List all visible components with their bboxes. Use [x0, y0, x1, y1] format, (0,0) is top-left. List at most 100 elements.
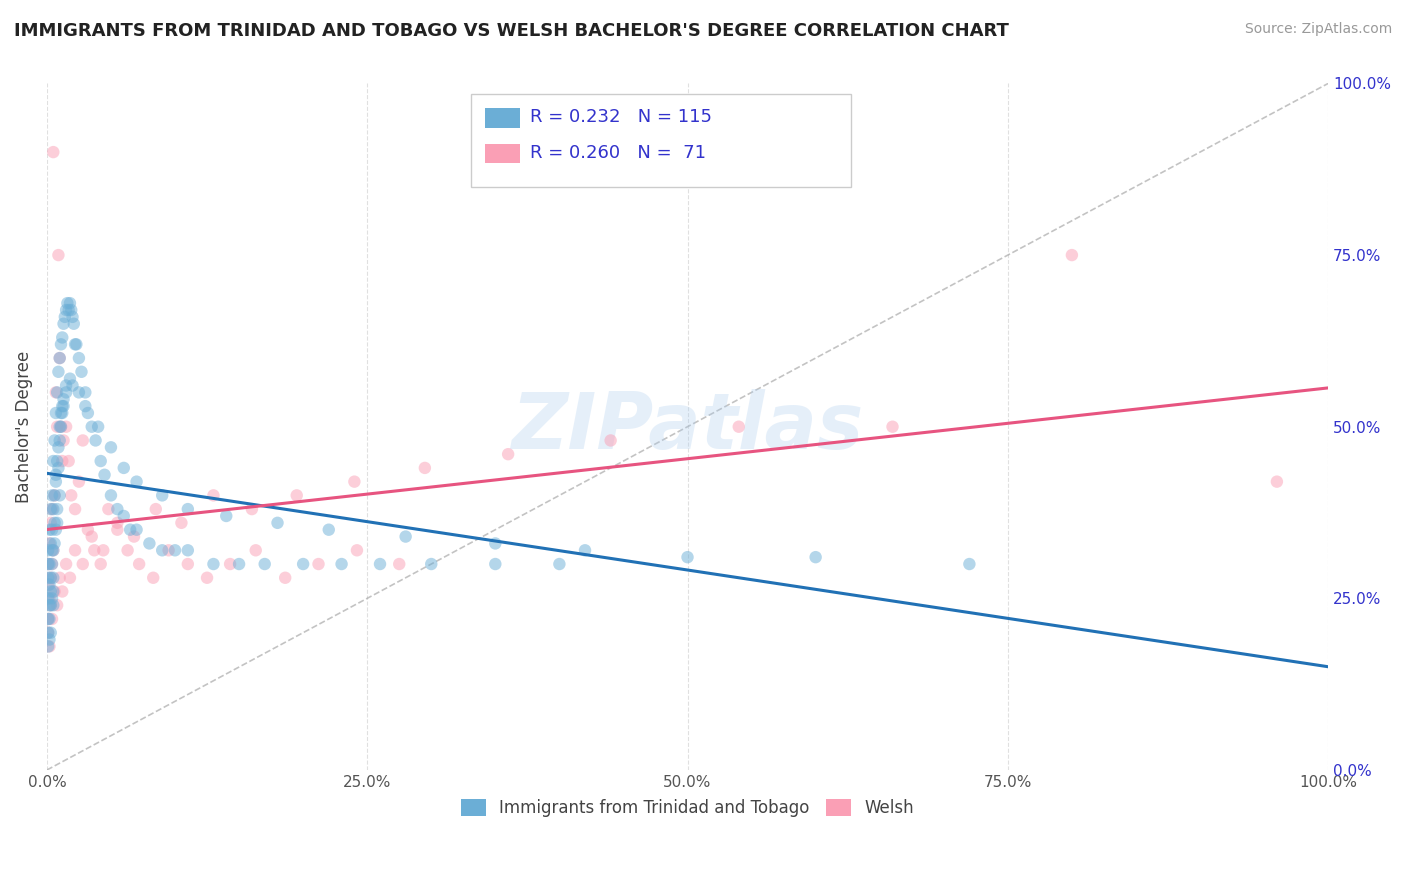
Point: [37, 612, 59, 626]
Point: [38, 577, 60, 591]
Point: [39, 625, 62, 640]
Point: [145, 502, 167, 516]
Point: [39, 584, 62, 599]
Point: [44, 488, 66, 502]
Point: [60, 488, 83, 502]
Point: [39, 502, 62, 516]
Point: [55, 419, 77, 434]
Point: [39, 571, 62, 585]
Point: [343, 475, 366, 489]
Point: [45, 385, 67, 400]
Point: [46, 385, 69, 400]
Point: [48, 488, 70, 502]
Point: [395, 530, 418, 544]
Point: [46, 516, 69, 530]
Point: [51, 399, 73, 413]
Point: [55, 303, 77, 318]
Point: [46, 454, 69, 468]
Point: [163, 543, 186, 558]
Point: [37, 557, 59, 571]
Point: [253, 557, 276, 571]
Point: [1265, 475, 1288, 489]
Point: [58, 303, 80, 318]
Point: [37, 543, 59, 558]
Point: [42, 502, 65, 516]
Point: [49, 419, 72, 434]
Point: [318, 523, 340, 537]
Point: [37, 612, 59, 626]
Point: [59, 571, 82, 585]
Point: [42, 599, 65, 613]
Point: [215, 508, 238, 523]
Point: [67, 351, 90, 365]
Point: [202, 488, 225, 502]
Point: [574, 543, 596, 558]
Point: [90, 557, 112, 571]
Point: [150, 543, 173, 558]
Point: [125, 523, 148, 537]
Point: [48, 351, 70, 365]
Point: [75, 385, 97, 400]
Point: [45, 467, 67, 482]
Point: [39, 599, 62, 613]
Point: [45, 406, 67, 420]
Point: [38, 536, 60, 550]
Point: [49, 337, 72, 351]
Point: [63, 543, 86, 558]
Point: [62, 317, 84, 331]
Point: [105, 516, 128, 530]
Point: [72, 557, 94, 571]
Point: [80, 419, 103, 434]
Point: [58, 454, 80, 468]
Point: [882, 419, 904, 434]
Point: [48, 248, 70, 262]
Point: [60, 303, 83, 318]
Point: [599, 434, 621, 448]
Point: [105, 523, 128, 537]
Point: [48, 461, 70, 475]
Point: [42, 584, 65, 599]
Point: [46, 599, 69, 613]
Point: [46, 502, 69, 516]
Point: [51, 454, 73, 468]
Point: [496, 447, 519, 461]
Point: [41, 502, 63, 516]
Point: [42, 145, 65, 160]
Point: [67, 385, 90, 400]
Point: [63, 502, 86, 516]
Point: [55, 385, 77, 400]
Point: [37, 625, 59, 640]
Point: [77, 406, 100, 420]
Point: [55, 378, 77, 392]
Point: [77, 523, 100, 537]
Legend: Immigrants from Trinidad and Tobago, Welsh: Immigrants from Trinidad and Tobago, Wel…: [454, 792, 921, 823]
Point: [45, 475, 67, 489]
Point: [38, 591, 60, 606]
Point: [38, 557, 60, 571]
Point: [39, 599, 62, 613]
Point: [42, 543, 65, 558]
Point: [59, 372, 82, 386]
Point: [52, 392, 75, 407]
Point: [70, 365, 93, 379]
Point: [330, 557, 353, 571]
Point: [804, 550, 827, 565]
Text: IMMIGRANTS FROM TRINIDAD AND TOBAGO VS WELSH BACHELOR'S DEGREE CORRELATION CHART: IMMIGRANTS FROM TRINIDAD AND TOBAGO VS W…: [14, 22, 1010, 40]
Point: [84, 434, 107, 448]
Point: [727, 419, 749, 434]
Point: [41, 612, 63, 626]
Point: [41, 488, 63, 502]
Point: [65, 337, 87, 351]
Point: [41, 591, 63, 606]
Point: [548, 557, 571, 571]
Point: [138, 536, 160, 550]
Point: [53, 310, 76, 324]
Point: [484, 536, 506, 550]
Point: [87, 419, 110, 434]
Point: [37, 640, 59, 654]
Point: [38, 523, 60, 537]
Point: [39, 516, 62, 530]
Point: [83, 543, 105, 558]
Point: [219, 557, 242, 571]
Point: [49, 406, 72, 420]
